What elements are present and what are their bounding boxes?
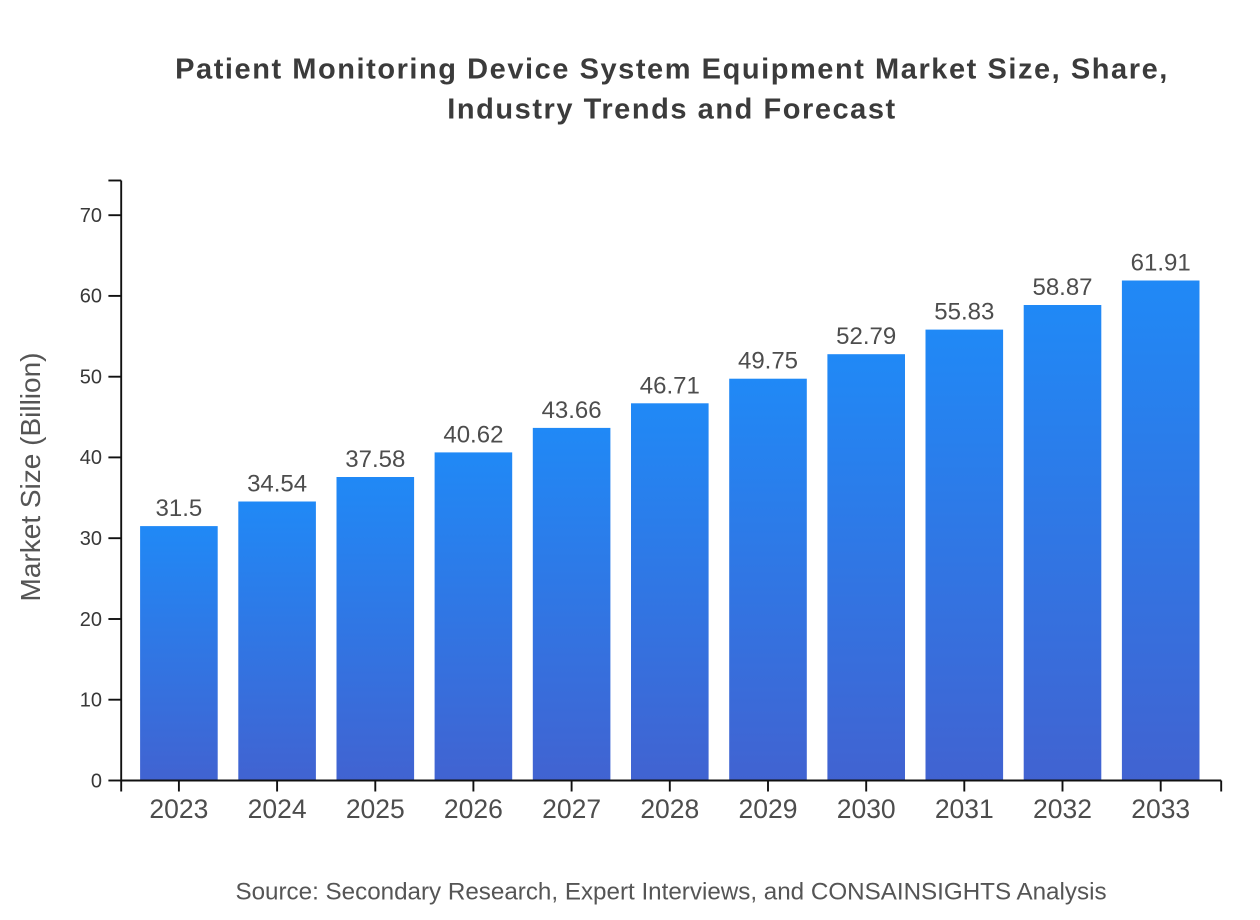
svg-text:49.75: 49.75 xyxy=(738,348,798,375)
svg-text:2029: 2029 xyxy=(739,794,798,824)
svg-text:50: 50 xyxy=(80,367,102,389)
svg-text:0: 0 xyxy=(91,770,102,792)
svg-text:2033: 2033 xyxy=(1131,794,1190,824)
svg-text:2024: 2024 xyxy=(248,794,307,824)
svg-text:46.71: 46.71 xyxy=(640,372,700,399)
svg-text:2026: 2026 xyxy=(444,794,503,824)
svg-text:20: 20 xyxy=(80,609,102,631)
svg-text:Patient Monitoring Device Syst: Patient Monitoring Device System Equipme… xyxy=(175,54,1169,86)
svg-text:31.5: 31.5 xyxy=(156,495,203,522)
svg-text:52.79: 52.79 xyxy=(836,323,896,350)
svg-text:40.62: 40.62 xyxy=(443,421,503,448)
svg-text:2031: 2031 xyxy=(935,794,994,824)
svg-text:70: 70 xyxy=(80,205,102,227)
svg-text:37.58: 37.58 xyxy=(345,446,405,473)
svg-text:Source: Secondary Research, Ex: Source: Secondary Research, Expert Inter… xyxy=(235,879,1106,906)
svg-text:55.83: 55.83 xyxy=(934,299,994,326)
svg-text:Industry Trends and Forecast: Industry Trends and Forecast xyxy=(447,94,897,126)
svg-text:Market Size (Billion): Market Size (Billion) xyxy=(15,353,46,602)
svg-text:34.54: 34.54 xyxy=(247,471,307,498)
svg-text:2030: 2030 xyxy=(837,794,896,824)
svg-text:43.66: 43.66 xyxy=(542,397,602,424)
svg-text:2025: 2025 xyxy=(346,794,405,824)
svg-text:40: 40 xyxy=(80,447,102,469)
svg-text:2027: 2027 xyxy=(542,794,601,824)
svg-text:30: 30 xyxy=(80,528,102,550)
svg-text:2023: 2023 xyxy=(149,794,208,824)
svg-text:2028: 2028 xyxy=(640,794,699,824)
svg-text:61.91: 61.91 xyxy=(1131,250,1191,277)
svg-text:2032: 2032 xyxy=(1033,794,1092,824)
svg-text:58.87: 58.87 xyxy=(1032,274,1092,301)
svg-text:10: 10 xyxy=(80,690,102,712)
svg-text:60: 60 xyxy=(80,286,102,308)
